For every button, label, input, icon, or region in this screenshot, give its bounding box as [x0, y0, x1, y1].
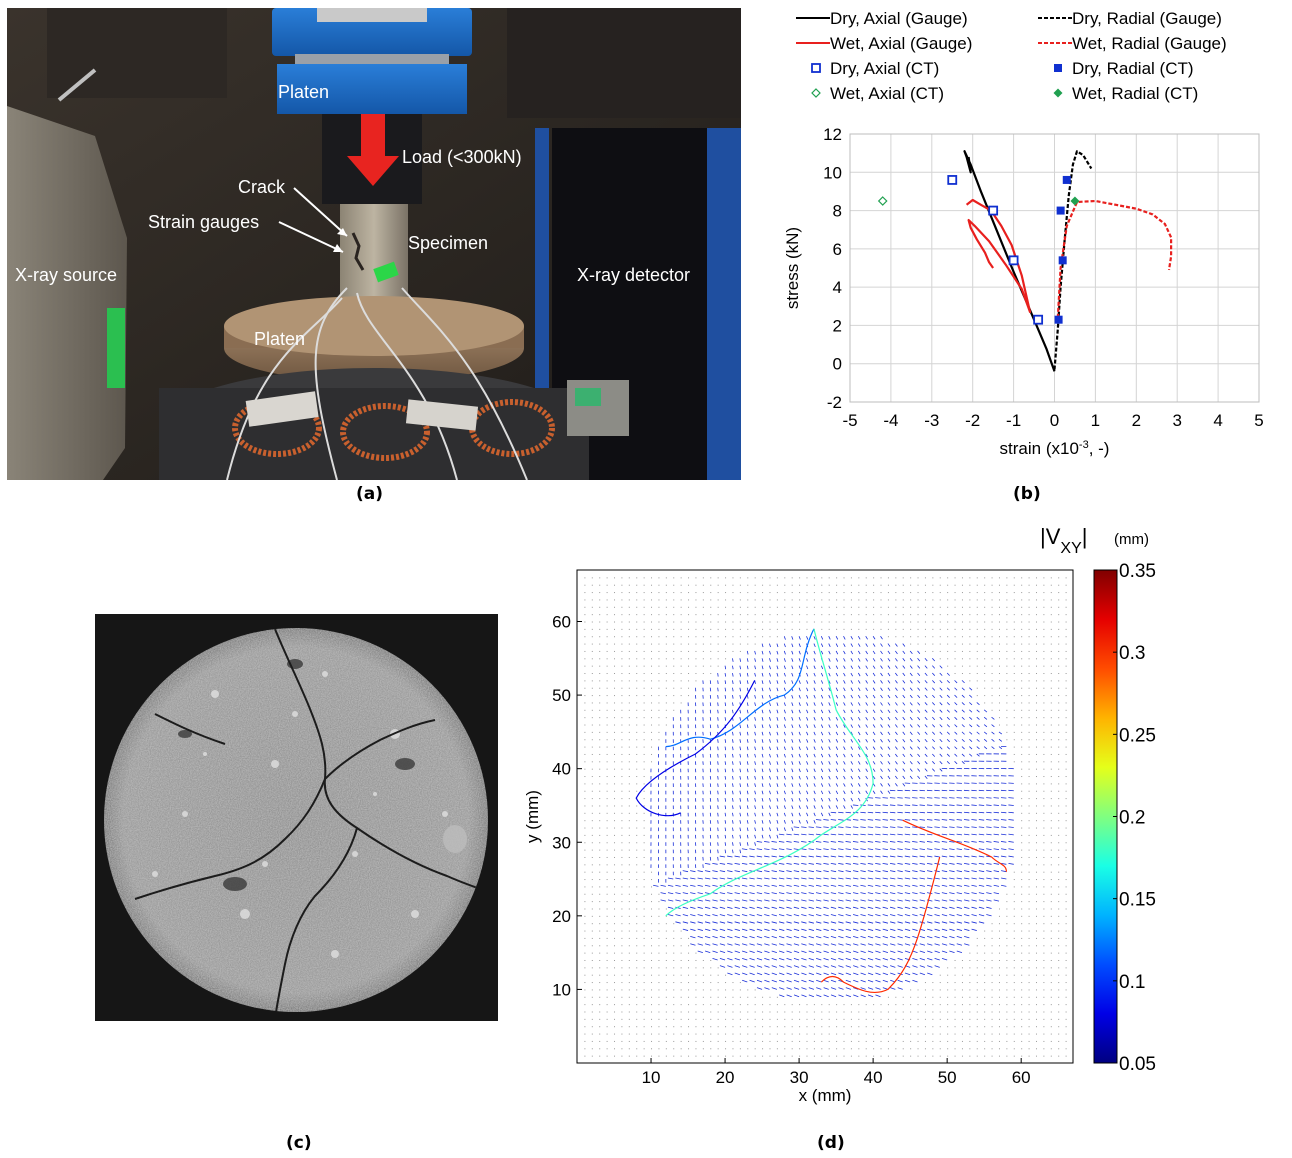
x-tick-label: 40: [864, 1068, 883, 1087]
label-specimen: Specimen: [408, 233, 488, 253]
series-line: [965, 198, 1032, 314]
legend-swatch: [1054, 64, 1062, 72]
x-tick-label: 4: [1213, 411, 1222, 430]
y-tick-label: 12: [823, 125, 842, 144]
colorbar-tick-label: 0.1: [1119, 972, 1145, 993]
y-tick-label: 4: [833, 278, 842, 297]
x-axis-label: strain (x10-3, -): [1000, 439, 1110, 458]
legend-label: Dry, Radial (Gauge): [1072, 9, 1222, 28]
ct-point: [988, 205, 999, 216]
colorbar-tick-label: 0.25: [1119, 725, 1156, 746]
x-tick-label: 2: [1132, 411, 1141, 430]
legend-label: Dry, Radial (CT): [1072, 59, 1194, 78]
caption-a: (a): [356, 484, 384, 504]
x-tick-label: 5: [1254, 411, 1263, 430]
x-tick-label: 1: [1091, 411, 1100, 430]
label-crack: Crack: [238, 177, 286, 197]
test-setup-photo: Platen Load (<300kN) Crack Strain gauges…: [7, 8, 741, 488]
x-tick-label: -5: [842, 411, 857, 430]
x-tick-label: 20: [716, 1068, 735, 1087]
label-platen-bottom: Platen: [254, 329, 305, 349]
stress-strain-chart: -5 -4 -3 -2 -1 0 1 2 3 4 5 -2 0 2 4 6 8 10 12 strain (x10-3…: [760, 0, 1292, 480]
crack-pointer: [293, 187, 348, 237]
y-tick-label: 20: [552, 907, 571, 926]
legend-label: Wet, Axial (CT): [830, 84, 944, 103]
vector-field: [584, 577, 1067, 1057]
x-tick-label: 60: [1012, 1068, 1031, 1087]
ct-point: [877, 196, 888, 206]
displacement-field-chart: 10 20 30 40 50 60 10 20 30 40 50 60 x (mm) y (mm) 0.35…: [520, 520, 1292, 1135]
crack-contour: [820, 856, 941, 994]
legend-label: Wet, Axial (Gauge): [830, 34, 972, 53]
gauge-pointer: [278, 221, 344, 253]
y-axis-label: y (mm): [523, 790, 542, 843]
y-tick-label: -2: [827, 393, 842, 412]
caption-c: (c): [286, 1133, 312, 1153]
x-tick-label: -1: [1006, 411, 1021, 430]
y-axis-label: stress (kN): [783, 227, 802, 309]
x-tick-label: -4: [883, 411, 898, 430]
label-load: Load (<300kN): [402, 147, 522, 167]
colorbar-unit: (mm): [1114, 531, 1149, 548]
label-platen-top: Platen: [278, 82, 329, 102]
y-tick-label: 0: [833, 355, 842, 374]
caption-b: (b): [1013, 484, 1041, 504]
legend-swatch: [811, 88, 821, 98]
legend-label: Dry, Axial (CT): [830, 59, 939, 78]
legend-label: Wet, Radial (CT): [1072, 84, 1198, 103]
displacement-field-svg: 10 20 30 40 50 60 10 20 30 40 50 60 x (mm) y (mm) 0.35…: [523, 524, 1156, 1105]
y-tick-label: 40: [552, 760, 571, 779]
ct-point: [947, 175, 958, 185]
colorbar-tick-label: 0.15: [1119, 890, 1156, 911]
label-xray-detector: X-ray detector: [577, 265, 690, 285]
ct-point: [1054, 315, 1063, 324]
y-tick-label: 2: [833, 316, 842, 335]
x-tick-label: 0: [1050, 411, 1059, 430]
x-tick-label: 3: [1172, 411, 1181, 430]
ct-slice-image: [95, 614, 498, 1021]
y-tick-label: 50: [552, 686, 571, 705]
ct-point: [1062, 175, 1071, 184]
series-line: [1056, 199, 1173, 318]
legend-label: Wet, Radial (Gauge): [1072, 34, 1227, 53]
crack-contour: [665, 628, 874, 917]
caption-d: (d): [817, 1133, 845, 1153]
ct-point: [1058, 256, 1067, 265]
y-tick-label: 10: [552, 980, 571, 999]
x-tick-label: -2: [965, 411, 980, 430]
ct-point: [1008, 255, 1019, 266]
x-tick-label: 30: [790, 1068, 809, 1087]
colorbar-tick-label: 0.35: [1119, 561, 1156, 582]
legend-label: Dry, Axial (Gauge): [830, 9, 968, 28]
y-tick-label: 30: [552, 833, 571, 852]
ct-point: [1033, 314, 1044, 325]
x-tick-label: -3: [924, 411, 939, 430]
legend-swatch: [1053, 88, 1063, 98]
y-tick-label: 6: [833, 240, 842, 259]
colorbar-tick-label: 0.2: [1119, 808, 1145, 829]
colorbar-tick-label: 0.05: [1119, 1054, 1156, 1075]
y-tick-label: 60: [552, 613, 571, 632]
ct-slice-panel: [95, 614, 498, 1021]
label-strain-gauges: Strain gauges: [148, 212, 259, 232]
legend-swatch: [811, 63, 821, 73]
x-tick-label: 50: [938, 1068, 957, 1087]
crack-contour: [665, 628, 815, 748]
colorbar-tick-label: 0.3: [1119, 643, 1145, 664]
label-xray-source: X-ray source: [15, 265, 117, 285]
photo-panel: Platen Load (<300kN) Crack Strain gauges…: [7, 8, 741, 488]
plot-area: [849, 133, 1260, 403]
ct-point: [1070, 196, 1080, 206]
y-tick-label: 10: [823, 163, 842, 182]
crack-contour: [635, 680, 756, 817]
crack-contour: [902, 819, 1007, 872]
ct-point: [1056, 206, 1065, 215]
y-tick-label: 8: [833, 202, 842, 221]
colorbar-title: |VXY|: [1040, 524, 1087, 557]
x-axis-label: x (mm): [799, 1086, 852, 1105]
x-tick-label: 10: [642, 1068, 661, 1087]
